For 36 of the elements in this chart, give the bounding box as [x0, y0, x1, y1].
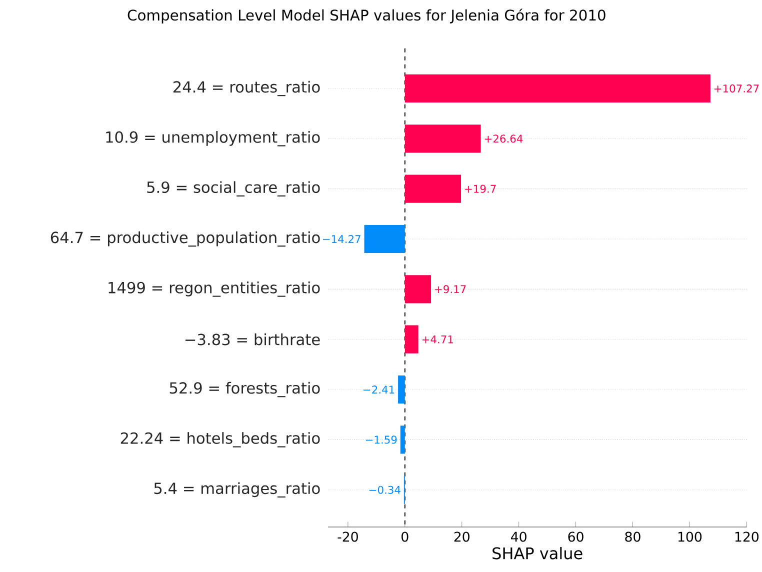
data-label: +19.7	[465, 184, 496, 193]
data-label: +107.27	[714, 84, 759, 93]
data-label: −1.59	[366, 436, 397, 444]
data-label: −2.41	[364, 386, 394, 394]
y-tick-label: 5.9 = social_care_ratio	[147, 181, 320, 196]
bar	[404, 275, 432, 304]
bar	[364, 224, 405, 254]
x-tick-label: 120	[735, 532, 759, 542]
bar	[398, 375, 405, 404]
y-tick-label: 52.9 = forests_ratio	[170, 382, 320, 398]
bar	[404, 124, 481, 153]
y-tick-label: 10.9 = unemployment_ratio	[106, 131, 320, 146]
chart-title: Compensation Level Model SHAP values for Jelenia Góra for 2010	[128, 8, 606, 24]
x-tick-label: 80	[625, 532, 640, 542]
y-tick-label: 5.4 = marriages_ratio	[154, 482, 320, 498]
x-tick-label: 100	[678, 532, 702, 542]
x-tick-label: 20	[454, 532, 470, 542]
data-label: −14.27	[322, 235, 360, 243]
y-tick-label: 24.4 = routes_ratio	[174, 80, 320, 96]
bar	[404, 325, 418, 354]
bar	[404, 174, 462, 203]
data-label: +26.64	[484, 134, 523, 143]
y-tick-label: 22.24 = hotels_beds_ratio	[120, 432, 320, 448]
bar	[404, 74, 710, 103]
x-tick-label: -20	[338, 532, 358, 542]
data-label: −0.34	[369, 486, 400, 494]
x-tick-label: 60	[568, 532, 584, 542]
x-tick-label: 40	[510, 532, 526, 542]
x-axis-title: SHAP value	[492, 546, 582, 560]
y-tick-label: −3.83 = birthrate	[186, 333, 320, 346]
data-label: +4.71	[422, 335, 453, 344]
y-tick-label: 64.7 = productive_population_ratio	[50, 231, 320, 247]
y-tick-label: 1499 = regon_entities_ratio	[108, 282, 320, 297]
x-tick-label: 0	[402, 532, 408, 542]
data-label: +9.17	[435, 285, 466, 294]
bar	[400, 426, 405, 454]
